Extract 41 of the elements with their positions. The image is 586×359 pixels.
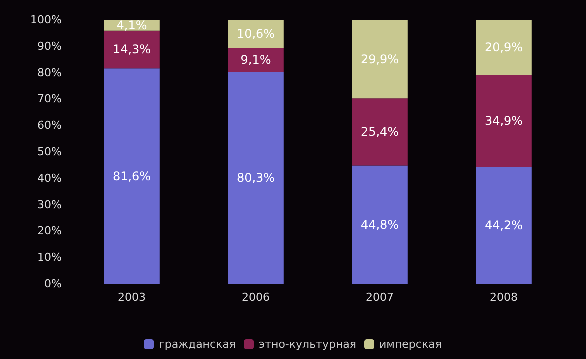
data-label: 14,3% (112, 42, 152, 57)
legend-label: гражданская (159, 338, 236, 351)
legend-label: этно-культурная (259, 338, 357, 351)
data-label: 80,3% (236, 171, 276, 186)
data-label: 25,4% (360, 125, 400, 140)
y-tick-label: 50% (38, 146, 62, 158)
bar (104, 68, 160, 284)
bar (476, 167, 532, 284)
x-tick-label: 2008 (490, 291, 518, 304)
bar (104, 30, 160, 69)
bar (228, 20, 284, 48)
y-tick-label: 10% (38, 251, 62, 264)
data-label: 20,9% (484, 40, 524, 55)
data-label: 44,8% (360, 218, 400, 232)
y-tick-label: 40% (38, 172, 62, 185)
data-label: 81,6% (112, 169, 152, 184)
x-tick-label: 2007 (366, 291, 394, 304)
y-tick-label: 90% (38, 40, 62, 53)
data-label: 10,6% (236, 26, 276, 41)
bar (476, 75, 532, 168)
legend-label: имперская (380, 338, 442, 351)
bar (228, 48, 284, 72)
y-tick-label: 20% (38, 224, 62, 238)
y-tick-label: 70% (38, 92, 62, 106)
bar (352, 98, 408, 166)
data-label: 4,1% (116, 18, 148, 32)
bar (228, 72, 284, 284)
y-tick-label: 100% (30, 14, 62, 26)
bar (352, 20, 408, 99)
data-label: 34,9% (484, 114, 524, 128)
data-label: 9,1% (240, 52, 272, 67)
x-tick-label: 2003 (118, 291, 146, 304)
x-tick-label: 2006 (242, 291, 270, 304)
data-label: 44,2% (484, 218, 524, 233)
y-tick-label: 60% (38, 119, 62, 132)
y-tick-label: 80% (38, 66, 62, 80)
y-tick-label: 30% (38, 198, 62, 212)
y-tick-label: 0% (44, 278, 62, 290)
bar (352, 166, 408, 284)
bar (476, 20, 532, 76)
data-label: 29,9% (360, 52, 400, 66)
